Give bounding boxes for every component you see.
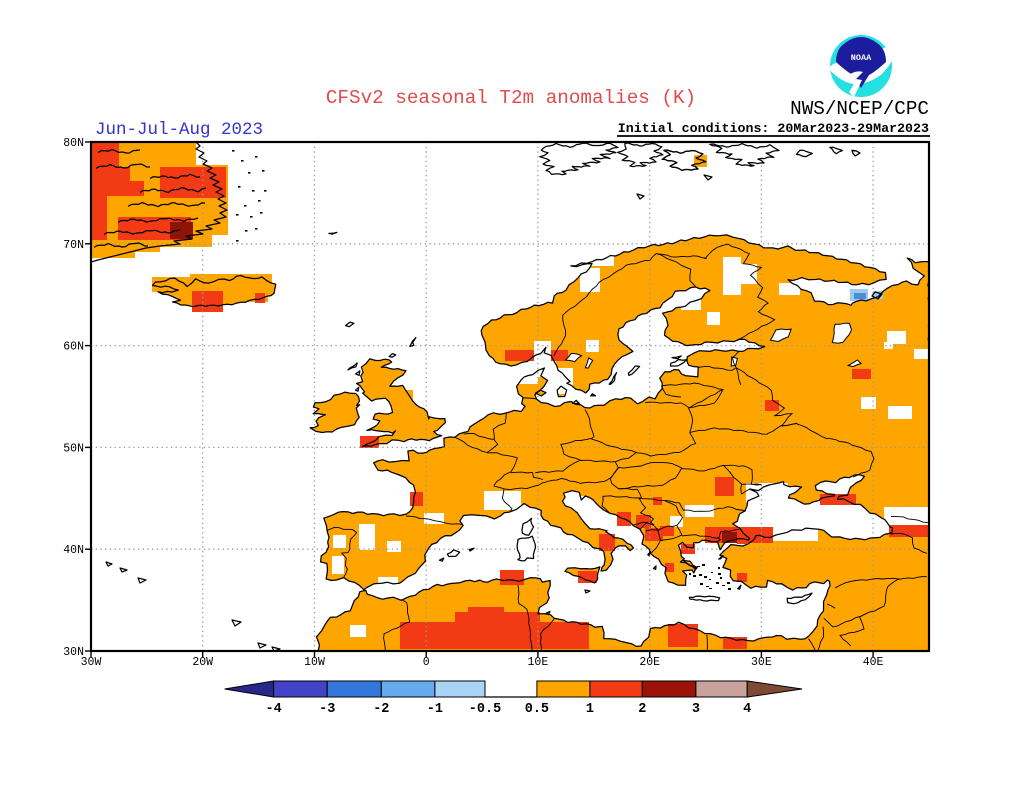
svg-text:30W: 30W bbox=[81, 656, 102, 669]
svg-text:10W: 10W bbox=[304, 656, 325, 669]
svg-text:30E: 30E bbox=[751, 656, 772, 669]
svg-text:0: 0 bbox=[423, 656, 430, 669]
svg-text:20W: 20W bbox=[192, 656, 213, 669]
svg-text:20E: 20E bbox=[639, 656, 660, 669]
svg-text:70N: 70N bbox=[63, 239, 84, 252]
svg-text:-1: -1 bbox=[427, 702, 443, 717]
svg-text:-4: -4 bbox=[265, 702, 281, 717]
svg-text:2: 2 bbox=[638, 702, 646, 717]
svg-text:NWS/NCEP/CPC: NWS/NCEP/CPC bbox=[790, 98, 929, 120]
svg-text:NOAA: NOAA bbox=[851, 53, 872, 63]
svg-text:80N: 80N bbox=[63, 137, 84, 150]
svg-text:CFSv2 seasonal T2m anomalies (: CFSv2 seasonal T2m anomalies (K) bbox=[326, 87, 696, 109]
svg-text:10E: 10E bbox=[528, 656, 549, 669]
svg-text:40E: 40E bbox=[863, 656, 884, 669]
svg-text:-3: -3 bbox=[319, 702, 335, 717]
svg-text:60N: 60N bbox=[63, 341, 84, 354]
svg-text:Jun-Jul-Aug 2023: Jun-Jul-Aug 2023 bbox=[95, 120, 263, 140]
svg-text:50N: 50N bbox=[63, 442, 84, 455]
svg-text:30N: 30N bbox=[63, 646, 84, 659]
svg-text:1: 1 bbox=[586, 702, 594, 717]
svg-text:Initial conditions: 20Mar2023-: Initial conditions: 20Mar2023-29Mar2023 bbox=[618, 121, 929, 136]
svg-text:40N: 40N bbox=[63, 544, 84, 557]
svg-text:-0.5: -0.5 bbox=[469, 702, 501, 717]
svg-text:-2: -2 bbox=[373, 702, 389, 717]
svg-text:0.5: 0.5 bbox=[525, 702, 549, 717]
svg-text:3: 3 bbox=[692, 702, 700, 717]
svg-text:4: 4 bbox=[743, 702, 751, 717]
